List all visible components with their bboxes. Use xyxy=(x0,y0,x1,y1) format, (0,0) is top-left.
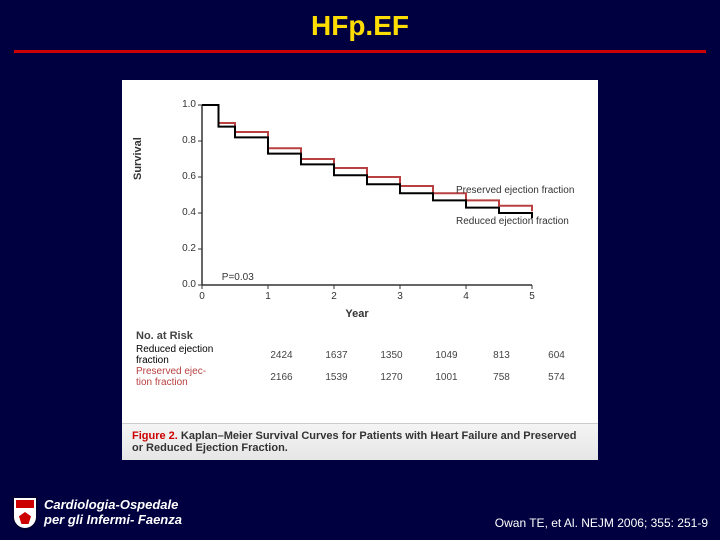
series-label: Preserved ejection fraction xyxy=(456,185,574,196)
figure-title: Kaplan–Meier Survival Curves for Patient… xyxy=(132,430,576,454)
risk-cell: 1001 xyxy=(419,372,474,383)
risk-cell: 1350 xyxy=(364,350,419,361)
risk-cell: 1049 xyxy=(419,350,474,361)
risk-row: Reduced ejectionfraction2424163713501049… xyxy=(136,344,584,366)
ytick-label: 0.2 xyxy=(172,243,196,254)
xtick-label: 3 xyxy=(390,291,410,302)
risk-cell: 1539 xyxy=(309,372,364,383)
risk-row-label: Reduced ejectionfraction xyxy=(136,344,254,366)
xtick-label: 1 xyxy=(258,291,278,302)
ytick-label: 1.0 xyxy=(172,99,196,110)
footer: Cardiologia-Ospedale per gli Infermi- Fa… xyxy=(12,496,708,530)
ytick-label: 0.4 xyxy=(172,207,196,218)
xtick-label: 4 xyxy=(456,291,476,302)
ytick-label: 0.6 xyxy=(172,171,196,182)
risk-table: No. at Risk Reduced ejectionfraction2424… xyxy=(136,330,584,388)
institution-line1: Cardiologia-Ospedale xyxy=(44,498,182,513)
risk-row: Preserved ejec-tion fraction216615391270… xyxy=(136,366,584,388)
citation: Owan TE, et Al. NEJM 2006; 355: 251-9 xyxy=(495,516,708,530)
risk-cell: 2424 xyxy=(254,350,309,361)
divider xyxy=(14,50,706,53)
xtick-label: 0 xyxy=(192,291,212,302)
risk-cell: 1637 xyxy=(309,350,364,361)
survival-chart xyxy=(172,100,542,300)
ytick-label: 0.8 xyxy=(172,135,196,146)
p-value: P=0.03 xyxy=(222,272,254,283)
institution-line2: per gli Infermi- Faenza xyxy=(44,513,182,528)
risk-cell: 604 xyxy=(529,350,584,361)
figure-panel: Survival Year 0.00.20.40.60.81.0 012345 … xyxy=(122,80,598,460)
slide-title: HFp.EF xyxy=(0,0,720,42)
risk-cell: 1270 xyxy=(364,372,419,383)
series-label: Reduced ejection fraction xyxy=(456,216,569,227)
xtick-label: 5 xyxy=(522,291,542,302)
risk-table-title: No. at Risk xyxy=(136,330,584,342)
risk-cell: 758 xyxy=(474,372,529,383)
figure-label: Figure 2. xyxy=(132,430,178,442)
institution-block: Cardiologia-Ospedale per gli Infermi- Fa… xyxy=(12,496,182,530)
risk-cell: 574 xyxy=(529,372,584,383)
xtick-label: 2 xyxy=(324,291,344,302)
x-axis-label: Year xyxy=(172,308,542,320)
figure-caption: Figure 2. Kaplan–Meier Survival Curves f… xyxy=(122,423,598,460)
y-axis-label: Survival xyxy=(132,137,144,180)
risk-cell: 2166 xyxy=(254,372,309,383)
risk-row-label: Preserved ejec-tion fraction xyxy=(136,366,254,388)
risk-cell: 813 xyxy=(474,350,529,361)
crest-icon xyxy=(12,496,38,530)
ytick-label: 0.0 xyxy=(172,279,196,290)
chart-svg xyxy=(172,100,542,300)
institution-text: Cardiologia-Ospedale per gli Infermi- Fa… xyxy=(44,498,182,528)
